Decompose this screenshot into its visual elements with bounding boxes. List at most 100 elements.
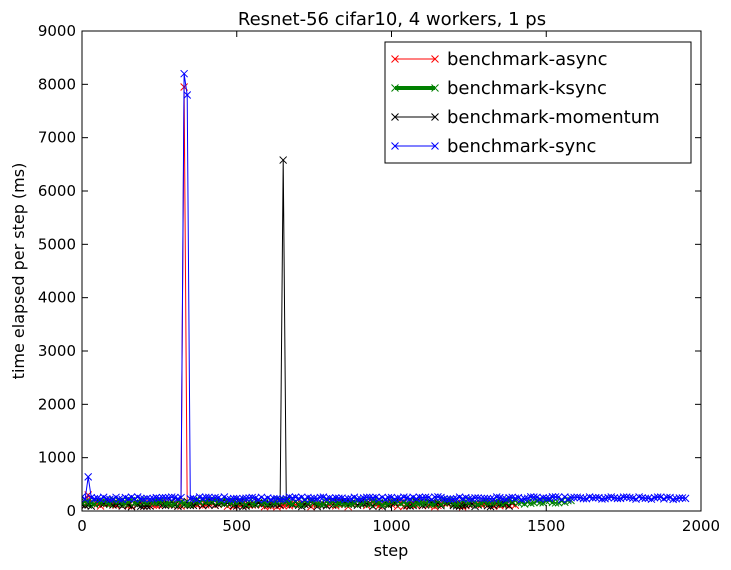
data-point (322, 494, 331, 503)
data-point (499, 494, 507, 503)
data-point (344, 494, 353, 503)
data-point (161, 499, 170, 508)
data-point (362, 493, 371, 502)
data-point (152, 493, 161, 502)
data-point (285, 499, 294, 507)
data-point (669, 495, 677, 504)
data-point (486, 498, 495, 507)
y-tick-label: 8000 (38, 75, 76, 93)
y-tick-label: 5000 (38, 235, 76, 253)
data-point (155, 497, 164, 506)
data-point (180, 69, 188, 78)
data-point (347, 500, 356, 509)
data-point (415, 499, 424, 508)
y-tick-label: 4000 (38, 289, 76, 307)
data-point (146, 495, 154, 503)
data-point (551, 499, 560, 507)
data-point (619, 493, 628, 502)
data-point (480, 494, 489, 503)
data-point (341, 495, 349, 504)
data-point (625, 493, 634, 502)
data-point (393, 494, 402, 502)
data-point (539, 493, 548, 502)
data-point (155, 494, 164, 503)
data-point (415, 493, 424, 501)
data-point (276, 495, 284, 504)
data-point (570, 493, 578, 502)
data-point (270, 494, 278, 503)
data-point (579, 494, 588, 503)
y-tick-label: 1000 (38, 449, 76, 467)
data-point (446, 495, 455, 503)
data-point (90, 494, 99, 503)
axis-ticks: 0 500 1000 1500 2000 0 1000 2000 3000 4000 5000 600… (38, 22, 720, 535)
data-point (400, 493, 408, 502)
data-point (115, 495, 123, 503)
legend: benchmark-async benchmark-ksync benchmark-… (384, 41, 692, 164)
data-point (452, 500, 461, 509)
data-point (316, 500, 325, 508)
x-tick-label: 500 (222, 517, 251, 535)
data-point (130, 499, 139, 507)
data-point (82, 495, 89, 504)
data-point (229, 494, 238, 503)
data-point (353, 495, 362, 503)
data-point (378, 500, 387, 509)
data-point (663, 493, 671, 502)
data-point (610, 494, 619, 502)
y-tick-label: 9000 (38, 22, 76, 40)
data-point (530, 493, 538, 501)
series-benchmark-momentum (82, 156, 517, 511)
data-point (486, 494, 495, 503)
data-point (418, 493, 427, 502)
data-point (672, 494, 681, 503)
chart-title: Resnet-56 cifar10, 4 workers, 1 ps (238, 9, 546, 30)
data-point (511, 494, 520, 503)
y-axis-label: time elapsed per step (ms) (9, 163, 28, 380)
data-point (245, 500, 253, 508)
data-point (235, 498, 244, 507)
data-point (391, 142, 399, 150)
x-axis-label: step (374, 541, 409, 560)
data-point (421, 498, 430, 507)
data-point (483, 494, 492, 503)
data-point (650, 493, 659, 502)
data-point (573, 493, 582, 502)
legend-label: benchmark-async (447, 49, 607, 70)
data-point (143, 494, 151, 503)
data-point (106, 495, 114, 504)
data-point (245, 494, 253, 502)
data-point (331, 500, 340, 509)
data-point (505, 493, 513, 502)
x-tick-label: 2000 (682, 517, 720, 535)
data-point (520, 494, 529, 503)
data-point (526, 499, 535, 508)
data-point (465, 495, 473, 503)
data-point (201, 493, 210, 502)
legend-box (384, 41, 692, 164)
data-point (177, 493, 185, 502)
series-layer (82, 69, 690, 511)
data-point (223, 495, 232, 503)
data-point (384, 493, 393, 502)
data-point (526, 493, 535, 501)
data-point (443, 495, 452, 503)
data-point (136, 494, 145, 503)
data-point (235, 495, 244, 504)
data-point (431, 84, 439, 92)
data-point (653, 493, 662, 501)
data-point (548, 498, 557, 507)
data-point (143, 502, 151, 510)
y-tick-label: 0 (66, 502, 76, 520)
legend-item: benchmark-sync (391, 136, 596, 157)
data-point (391, 113, 399, 121)
legend-item: benchmark-momentum (391, 107, 660, 128)
data-point (517, 495, 526, 504)
data-point (641, 494, 650, 503)
data-point (167, 500, 176, 509)
legend-label: benchmark-ksync (447, 78, 607, 99)
data-point (440, 494, 448, 503)
data-point (576, 493, 585, 502)
data-point (542, 494, 551, 503)
